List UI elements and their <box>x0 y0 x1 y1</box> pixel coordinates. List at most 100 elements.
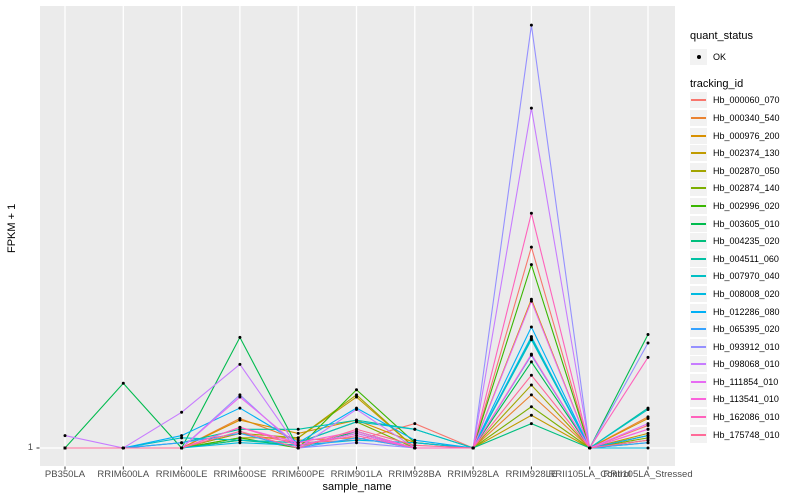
legend-item: Hb_162086_010 <box>690 408 780 426</box>
legend-key-ok <box>690 48 707 65</box>
legend-key <box>690 127 707 144</box>
legend-line-swatch <box>691 380 706 383</box>
legend-item: Hb_002874_140 <box>690 180 780 198</box>
data-point <box>355 434 358 438</box>
data-point <box>646 446 650 450</box>
legend-line-swatch <box>691 292 706 295</box>
legend-item-label: Hb_003605_010 <box>713 218 780 229</box>
x-tick-label: PB350LA <box>44 469 86 480</box>
legend-item: Hb_004235_020 <box>690 232 780 250</box>
data-point <box>238 441 242 445</box>
legend-item-label: Hb_002996_020 <box>713 200 780 211</box>
legend-key <box>690 373 707 390</box>
legend-key <box>690 162 707 179</box>
legend-line-swatch <box>691 310 706 313</box>
data-point <box>529 393 533 397</box>
data-point <box>238 406 242 410</box>
legend-item: Hb_002374_130 <box>690 144 780 162</box>
legend-item-ok: OK <box>690 48 780 66</box>
legend-key <box>690 145 707 162</box>
legend: quant_status OK tracking_id Hb_000060_07… <box>690 30 780 443</box>
legend-key <box>690 268 707 285</box>
legend-title-tracking-id: tracking_id <box>690 77 744 90</box>
legend-item-label: Hb_008008_020 <box>713 288 780 299</box>
data-point <box>238 425 242 429</box>
data-point <box>355 431 358 435</box>
x-tick-label: RRIM928LE <box>505 469 558 480</box>
data-point <box>413 441 417 445</box>
legend-item-label: Hb_162086_010 <box>713 412 780 423</box>
data-point <box>355 436 358 440</box>
legend-item: Hb_175748_010 <box>690 426 780 444</box>
legend-key <box>690 233 707 250</box>
legend-key <box>690 409 707 426</box>
data-point <box>646 441 650 445</box>
legend-item: Hb_065395_020 <box>690 320 780 338</box>
legend-key <box>690 109 707 126</box>
legend-key <box>690 250 707 267</box>
data-point <box>355 441 358 445</box>
data-point <box>63 434 67 438</box>
data-point <box>646 436 650 440</box>
data-point <box>355 438 358 442</box>
legend-item: Hb_000060_070 <box>690 92 780 110</box>
data-point <box>121 446 125 450</box>
data-point <box>413 427 417 431</box>
data-point <box>529 211 533 215</box>
data-point <box>238 395 242 399</box>
data-point <box>296 438 300 442</box>
x-tick-label: RRII105LA_Control <box>548 469 631 480</box>
y-axis-title: FPKM + 1 <box>6 203 18 253</box>
data-point <box>646 427 650 431</box>
legend-item-label: Hb_007970_040 <box>713 271 780 282</box>
data-point <box>180 410 184 414</box>
legend-line-swatch <box>691 328 706 331</box>
legend-line-swatch <box>691 416 706 419</box>
data-point <box>471 446 475 450</box>
data-point <box>238 436 242 440</box>
legend-key <box>690 180 707 197</box>
data-point <box>646 407 650 411</box>
legend-key <box>690 215 707 232</box>
legend-key <box>690 321 707 338</box>
legend-line-swatch <box>691 134 706 137</box>
legend-item-label: Hb_000340_540 <box>713 112 780 123</box>
data-point <box>296 441 300 445</box>
x-tick-label: RRII105LA_Stressed <box>603 469 693 480</box>
data-point <box>238 335 242 339</box>
legend-item-label: Hb_012286_080 <box>713 306 780 317</box>
x-tick-label: RRIM928LA <box>447 469 499 480</box>
data-point <box>296 436 300 440</box>
legend-line-swatch <box>691 257 706 260</box>
legend-item: Hb_002996_020 <box>690 197 780 215</box>
x-tick-label: RRIM901LA <box>330 469 383 480</box>
data-point <box>646 341 650 345</box>
data-point <box>646 355 650 359</box>
legend-item: Hb_098068_010 <box>690 356 780 374</box>
data-point <box>529 383 533 387</box>
legend-item-label: Hb_002374_130 <box>713 148 780 159</box>
legend-item-label: Hb_002874_140 <box>713 183 780 194</box>
data-point <box>355 393 358 397</box>
data-point <box>180 434 184 438</box>
data-point <box>588 446 592 450</box>
legend-item: Hb_007970_040 <box>690 268 780 286</box>
data-point <box>355 427 358 431</box>
data-point <box>529 413 533 417</box>
data-point <box>529 373 533 377</box>
x-tick-label: RRIM600PE <box>271 469 325 480</box>
legend-line-swatch <box>691 187 706 190</box>
legend-key <box>690 338 707 355</box>
legend-line-swatch <box>691 222 706 225</box>
data-point <box>296 431 300 435</box>
legend-line-swatch <box>691 363 706 366</box>
data-point <box>63 446 67 450</box>
data-point <box>529 352 533 356</box>
legend-item: Hb_012286_080 <box>690 303 780 321</box>
legend-entries: Hb_000060_070 Hb_000340_540 Hb_000976_200 H… <box>690 92 780 444</box>
data-point <box>296 427 300 431</box>
data-point <box>238 438 242 442</box>
data-point <box>121 381 125 385</box>
